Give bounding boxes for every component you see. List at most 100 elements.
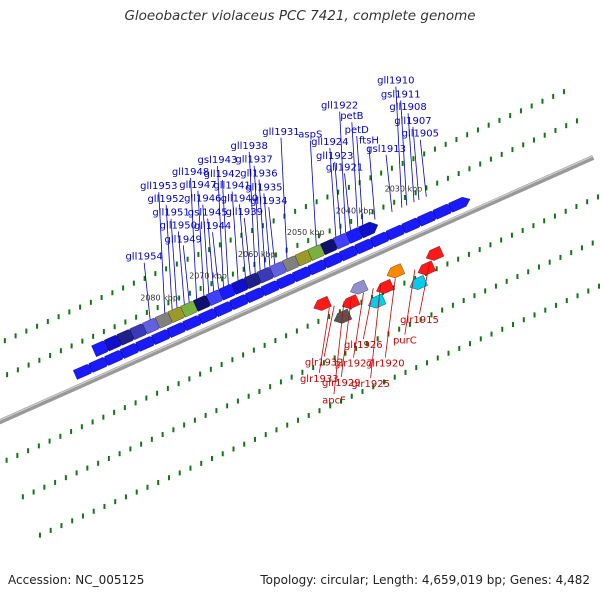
track-tick bbox=[294, 208, 297, 214]
track-tick bbox=[441, 307, 444, 313]
track-tick bbox=[415, 365, 418, 371]
track-tick bbox=[510, 232, 513, 238]
track-tick bbox=[498, 117, 501, 123]
track-tick bbox=[365, 341, 368, 347]
track-tick bbox=[580, 245, 583, 251]
track-tick bbox=[469, 341, 472, 347]
label-leader bbox=[197, 190, 205, 296]
track-tick bbox=[478, 247, 481, 253]
track-tick bbox=[218, 242, 221, 248]
track-tick bbox=[226, 403, 229, 409]
label-leader bbox=[404, 269, 416, 335]
track-tick bbox=[494, 283, 497, 289]
track-tick bbox=[436, 355, 439, 361]
label-leader bbox=[253, 165, 261, 271]
gene-label-gll1937: gll1937 bbox=[235, 155, 272, 166]
track-tick bbox=[412, 156, 415, 162]
track-tick bbox=[564, 208, 567, 214]
forward-gene-block bbox=[358, 221, 379, 239]
track-tick bbox=[242, 352, 245, 358]
track-tick bbox=[183, 422, 186, 428]
track-tick bbox=[543, 132, 546, 138]
track-tick bbox=[317, 318, 320, 324]
gene-label-gsl1943: gsl1943 bbox=[198, 155, 238, 166]
label-leader bbox=[329, 147, 337, 238]
track-tick bbox=[197, 251, 200, 257]
reverse-gene-block bbox=[368, 293, 387, 309]
track-tick bbox=[46, 318, 49, 324]
gene-label-gll1950: gll1950 bbox=[160, 220, 197, 231]
reverse-gene-block bbox=[409, 275, 428, 290]
track-tick bbox=[114, 499, 117, 505]
label-leader bbox=[190, 178, 197, 300]
track-tick bbox=[383, 379, 386, 385]
track-tick bbox=[361, 389, 364, 395]
track-tick bbox=[333, 355, 336, 361]
track-tick bbox=[317, 233, 320, 239]
track-tick bbox=[403, 280, 406, 286]
track-tick bbox=[264, 257, 267, 263]
track-tick bbox=[587, 288, 590, 294]
track-tick bbox=[347, 184, 350, 190]
label-leader bbox=[231, 191, 239, 281]
track-tick bbox=[283, 213, 286, 219]
map-title: Gloeobacter violaceus PCC 7421, complete… bbox=[124, 8, 476, 24]
track-tick bbox=[458, 345, 461, 351]
track-tick bbox=[425, 185, 428, 191]
track-tick bbox=[92, 333, 95, 339]
track-tick bbox=[81, 513, 84, 519]
label-leader bbox=[419, 263, 430, 315]
track-tick bbox=[318, 408, 321, 414]
label-leader bbox=[182, 245, 190, 303]
label-leader bbox=[419, 139, 427, 197]
track-tick bbox=[156, 305, 159, 311]
track-tick bbox=[544, 307, 547, 313]
label-leader bbox=[143, 262, 151, 320]
track-tick bbox=[100, 295, 103, 301]
track-tick bbox=[186, 256, 189, 262]
gene-label-gll1940: gll1940 bbox=[221, 193, 258, 204]
track-tick bbox=[3, 338, 6, 344]
gene-label-gll1935: gll1935 bbox=[245, 182, 282, 193]
gene-label-gll1907: gll1907 bbox=[394, 116, 431, 127]
label-leader bbox=[202, 204, 210, 294]
label-leader bbox=[280, 137, 288, 259]
gene-label-gsl1913: gsl1913 bbox=[366, 144, 406, 155]
label-leader bbox=[370, 284, 382, 378]
label-leader bbox=[362, 288, 374, 340]
track-tick bbox=[264, 432, 267, 438]
scale-label: 2030 kbp bbox=[385, 185, 423, 194]
gene-label-gll1949: gll1949 bbox=[165, 234, 202, 245]
track-tick bbox=[279, 379, 282, 385]
label-leader bbox=[407, 113, 415, 203]
track-tick bbox=[565, 298, 568, 304]
track-tick bbox=[57, 314, 60, 320]
label-leader bbox=[268, 207, 276, 265]
gene-label-gll1939: gll1939 bbox=[226, 207, 263, 218]
track-tick bbox=[522, 317, 525, 323]
track-tick bbox=[457, 256, 460, 262]
track-tick bbox=[146, 484, 149, 490]
gene-label-aspS: aspS bbox=[298, 130, 322, 141]
track-tick bbox=[372, 384, 375, 390]
track-tick bbox=[371, 294, 374, 300]
track-tick bbox=[54, 479, 57, 485]
track-tick bbox=[436, 180, 439, 186]
reverse-gene-block bbox=[417, 260, 437, 276]
track-tick bbox=[129, 446, 132, 452]
track-tick bbox=[275, 427, 278, 433]
gene-label-gll1953: gll1953 bbox=[140, 181, 177, 192]
gene-label-gll1923: gll1923 bbox=[316, 151, 353, 162]
gene-label-gll1921: gll1921 bbox=[326, 162, 363, 173]
gene-label-glr1925: glr1925 bbox=[351, 379, 390, 390]
track-tick bbox=[414, 275, 417, 281]
track-tick bbox=[49, 527, 52, 533]
label-leader bbox=[248, 151, 256, 273]
scale-label: 2040 kbp bbox=[336, 206, 374, 215]
track-tick bbox=[403, 194, 406, 200]
track-tick bbox=[154, 271, 157, 277]
gene-label-glr1915: glr1915 bbox=[400, 315, 439, 326]
track-tick bbox=[355, 345, 358, 351]
scale-label: 2070 kbp bbox=[189, 272, 227, 281]
track-tick bbox=[484, 288, 487, 294]
